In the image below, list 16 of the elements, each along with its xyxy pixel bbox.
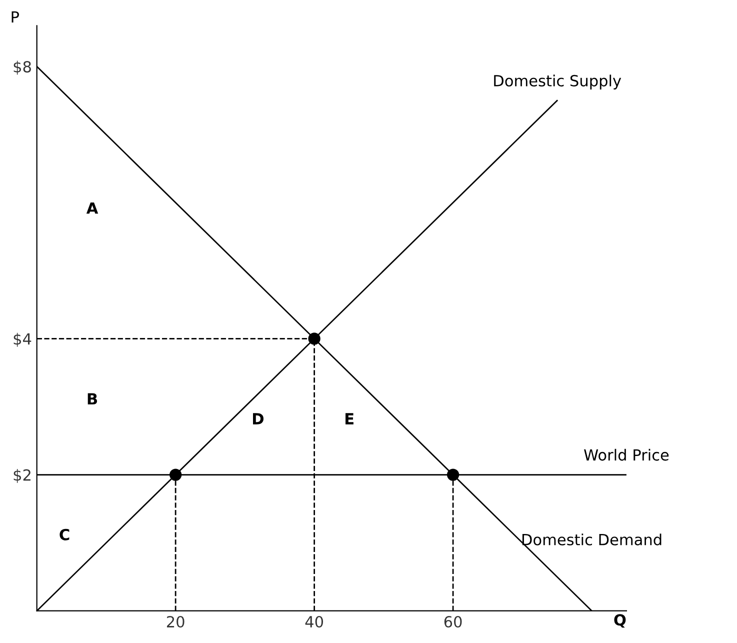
y-axis-title: P: [12, 11, 19, 23]
ref-line-label: World Price: [584, 448, 669, 461]
y-tick-label: $8: [14, 60, 31, 75]
annotation: A: [86, 202, 98, 214]
x-axis-title: Q: [614, 614, 626, 628]
series-label: Domestic Demand: [522, 534, 662, 546]
x-tick-label: 40: [305, 616, 324, 628]
annotation: D: [253, 413, 264, 424]
y-tick-label: $4: [14, 332, 32, 347]
annotation: C: [60, 528, 70, 540]
x-tick-label: 20: [166, 616, 184, 628]
y-tick-label: $2: [14, 468, 30, 483]
annotation: E: [346, 413, 354, 424]
series-label: Domestic Supply: [494, 74, 622, 90]
x-tick-label: 60: [444, 616, 462, 628]
annotation: B: [88, 393, 98, 404]
